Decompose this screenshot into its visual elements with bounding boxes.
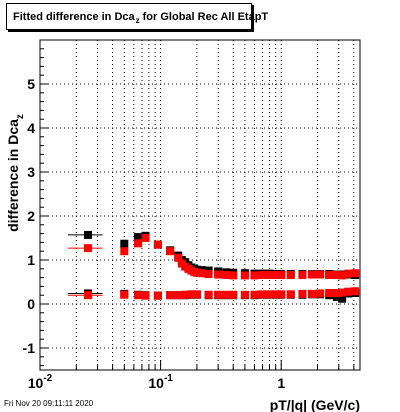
y-tick-label: 4 <box>27 120 35 136</box>
data-point <box>141 291 150 300</box>
data-point <box>250 290 259 299</box>
data-point <box>83 244 92 253</box>
data-point <box>351 269 360 278</box>
data-point <box>240 290 249 299</box>
y-tick-label: 1 <box>27 252 35 268</box>
data-point <box>265 270 274 279</box>
data-point <box>229 290 238 299</box>
data-point <box>204 290 213 299</box>
data-point <box>134 233 143 242</box>
chart-title: Fitted difference in Dcaz for Global Rec … <box>6 3 268 30</box>
data-point <box>298 270 307 279</box>
x-tick-label: 1 <box>277 375 285 391</box>
data-point <box>214 270 223 279</box>
y-tick-label: 5 <box>27 76 35 92</box>
data-point <box>316 270 325 279</box>
data-point <box>338 288 347 297</box>
data-point <box>187 290 196 299</box>
tick-labels: -1 0 1 2 3 4 5 10-2 10-1 1 <box>23 76 286 391</box>
y-axis-label: difference in Dcaz <box>5 114 26 232</box>
timestamp: Fri Nov 20 09:11:11 2020 <box>4 399 94 408</box>
data-point <box>153 240 162 249</box>
data-point <box>174 291 183 300</box>
data-point <box>141 234 150 242</box>
data-point <box>153 291 162 300</box>
data-point <box>120 247 129 256</box>
data-point <box>166 247 175 256</box>
data-point <box>316 289 325 298</box>
data-point <box>192 290 201 299</box>
data-point <box>120 239 129 248</box>
data-point <box>286 290 295 299</box>
data-point <box>344 287 353 296</box>
data-point <box>222 290 231 299</box>
data-point <box>222 270 231 279</box>
data-point <box>258 290 267 299</box>
y-tick-label: 0 <box>27 296 35 312</box>
data-point <box>344 269 353 278</box>
data-point <box>332 289 341 297</box>
data-point <box>338 294 347 303</box>
data-point <box>332 270 341 279</box>
data-point <box>134 239 143 248</box>
data-point <box>214 290 223 299</box>
x-axis-label: pT/|q| (GeV/c) <box>270 397 360 412</box>
data-point <box>174 253 183 262</box>
data-point <box>298 289 307 298</box>
data-point <box>204 270 213 279</box>
data-point <box>351 287 360 296</box>
data-point <box>258 270 267 279</box>
data-point <box>229 271 238 280</box>
data-point <box>265 290 274 299</box>
data-point <box>308 270 317 279</box>
data-point <box>271 290 280 299</box>
data-point <box>240 271 249 280</box>
data-point <box>286 270 295 279</box>
data-point <box>271 270 280 279</box>
data-point <box>192 268 201 277</box>
data-point <box>250 271 259 280</box>
data-point <box>325 270 334 279</box>
data-point <box>83 291 92 300</box>
x-tick-label: 10-1 <box>148 373 173 391</box>
data-point <box>134 291 143 300</box>
data-point <box>181 290 190 299</box>
x-tick-label: 10-2 <box>28 373 53 391</box>
grid-lines <box>39 40 360 370</box>
data-point <box>338 271 347 280</box>
data-point <box>83 230 92 239</box>
plot-frame <box>39 39 361 371</box>
data-markers <box>67 230 360 303</box>
data-point <box>308 289 317 298</box>
data-point <box>277 290 286 299</box>
data-point <box>166 291 175 300</box>
data-point <box>120 290 129 299</box>
axis-ticks <box>39 39 355 370</box>
data-point <box>277 270 286 279</box>
y-tick-label: -1 <box>23 340 36 356</box>
data-point <box>197 269 206 278</box>
data-point <box>325 289 334 297</box>
y-tick-label: 2 <box>27 208 35 224</box>
y-tick-label: 3 <box>27 164 35 180</box>
